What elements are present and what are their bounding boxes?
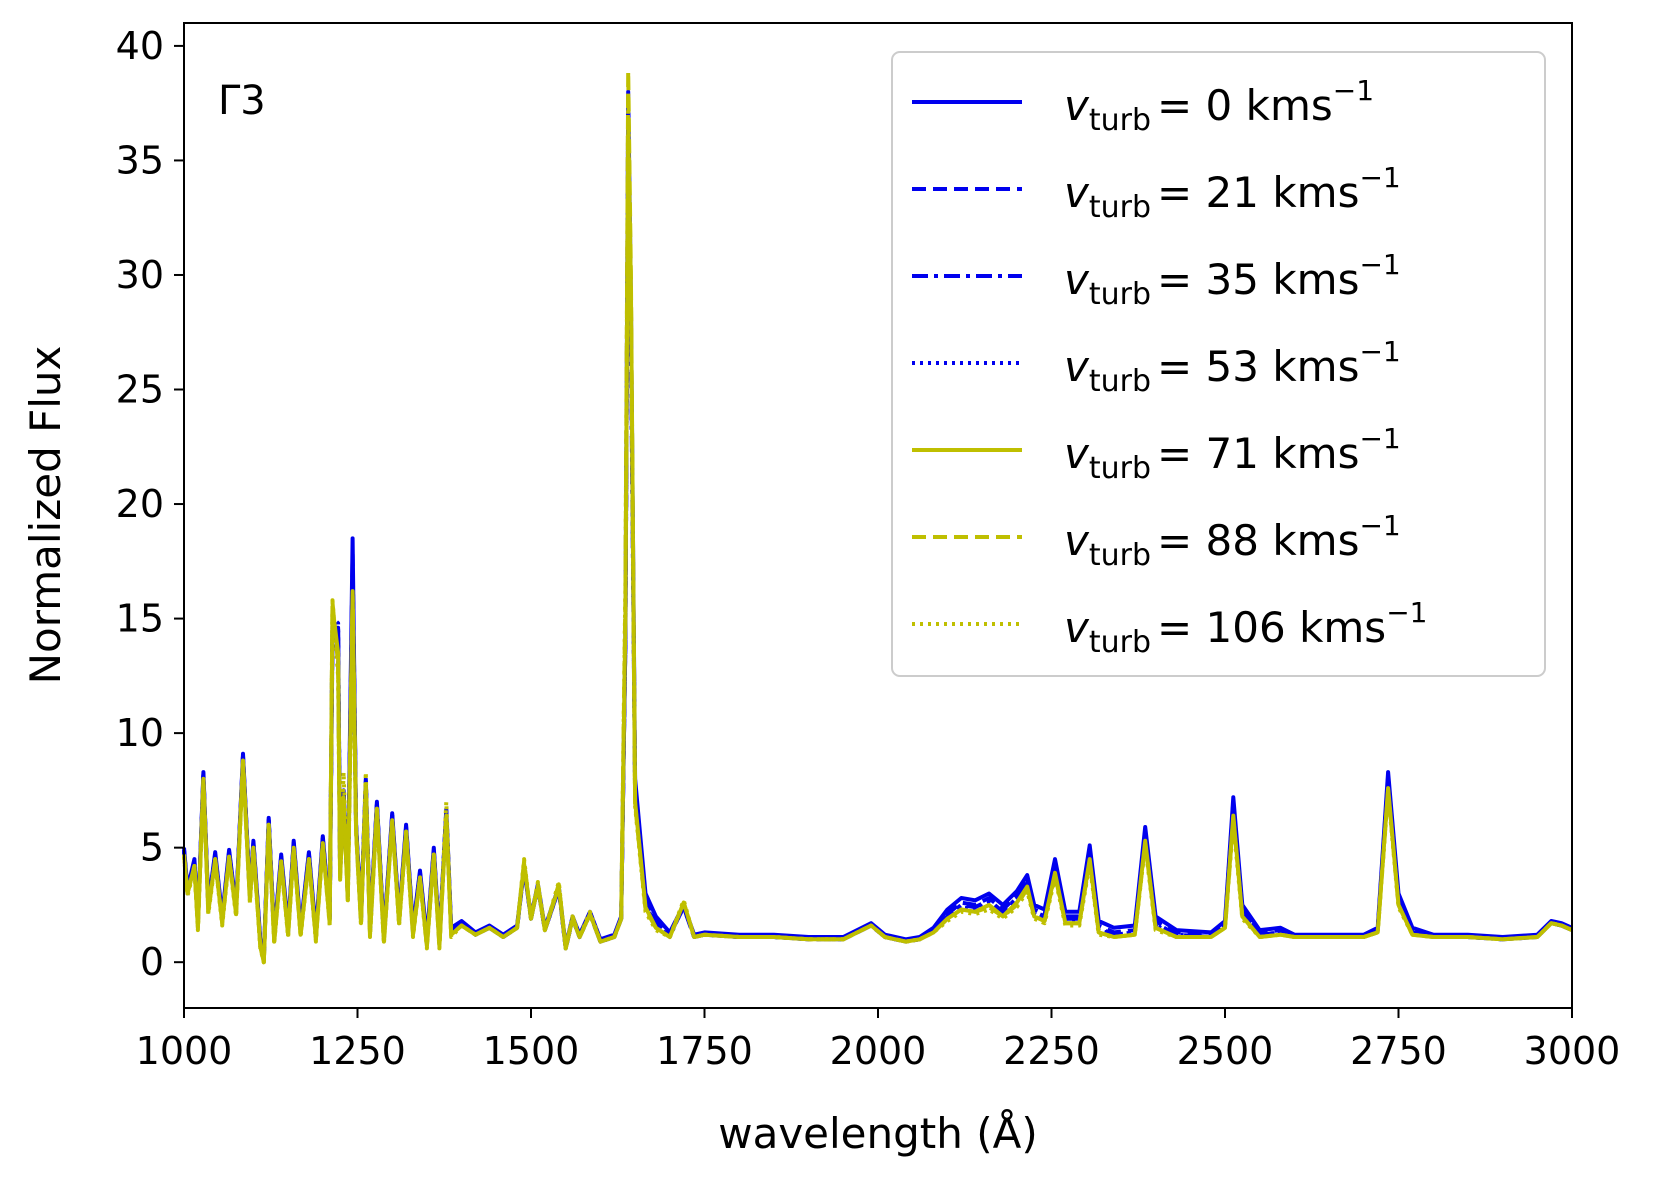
y-tick-label: 15 [116,597,164,641]
x-tick-label: 2250 [1003,1029,1100,1073]
x-tick-label: 2000 [830,1029,927,1073]
y-tick-label: 10 [116,711,164,755]
y-axis-label: Normalized Flux [21,346,70,685]
x-tick-label: 2500 [1177,1029,1274,1073]
x-tick-label: 1000 [136,1029,233,1073]
legend-label: vturb = 21 kms−1 [1064,161,1401,225]
legend-label: vturb = 35 kms−1 [1064,248,1401,312]
legend-frame [891,51,1546,677]
y-tick-label: 40 [116,24,164,68]
y-tick-label: 25 [116,368,164,412]
y-axis: 0 5 10 15 20 25 30 35 40 [116,24,184,984]
legend-label: vturb = 0 kms−1 [1064,74,1374,138]
x-tick-label: 3000 [1524,1029,1621,1073]
legend: vturb = 0 kms−1 vturb = 21 kms−1 vturb = 35 k… [891,51,1546,677]
y-tick-label: 30 [116,253,164,297]
legend-items: vturb = 0 kms−1 vturb = 21 kms−1 vturb = 35 k… [912,74,1427,660]
x-tick-label: 1750 [656,1029,753,1073]
y-tick-label: 20 [116,482,164,526]
x-tick-label: 1500 [483,1029,580,1073]
y-tick-label: 35 [116,138,164,182]
x-tick-label: 2750 [1350,1029,1447,1073]
legend-label: vturb = 71 kms−1 [1064,422,1401,486]
x-axis: 1000 1250 1500 1750 2000 2250 2500 2750 3000 [136,1008,1621,1073]
series-line-4 [182,112,1573,962]
series-layer [182,69,1573,965]
x-axis-label: wavelength (Å) [718,1108,1038,1158]
annotation-gamma3: Γ3 [218,78,266,124]
x-tick-label: 1250 [309,1029,406,1073]
legend-label: vturb = 106 kms−1 [1064,596,1427,660]
series-line-7 [182,89,1573,965]
y-tick-label: 5 [140,826,164,870]
y-tick-label: 0 [140,940,164,984]
legend-label: vturb = 53 kms−1 [1064,335,1401,399]
legend-label: vturb = 88 kms−1 [1064,509,1401,573]
